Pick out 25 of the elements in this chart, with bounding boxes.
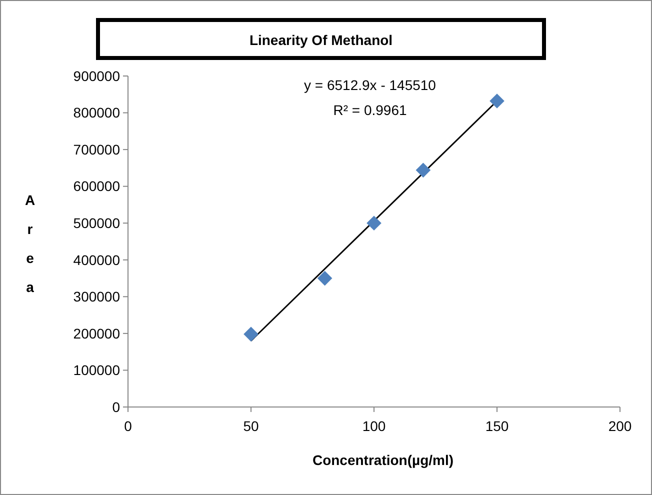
chart-title: Linearity Of Methanol bbox=[249, 32, 393, 48]
y-tick-label: 900000 bbox=[73, 68, 120, 84]
annotation: R² = 0.9961 bbox=[333, 102, 407, 118]
y-tick-label: 600000 bbox=[73, 178, 120, 194]
point bbox=[416, 162, 431, 178]
y-tick-label: 300000 bbox=[73, 288, 120, 305]
point bbox=[490, 94, 504, 108]
y-axis-title: Area bbox=[24, 192, 36, 295]
x-tick-label: 0 bbox=[124, 418, 132, 434]
y-tick-label: 100000 bbox=[73, 362, 120, 378]
y-tick-label: 700000 bbox=[73, 141, 120, 158]
y-tick-label: 500000 bbox=[73, 215, 120, 232]
x-tick-label: 150 bbox=[485, 418, 509, 434]
point bbox=[317, 270, 332, 286]
y-tick-label: 0 bbox=[112, 398, 120, 415]
y-tick-label: 200000 bbox=[73, 325, 120, 342]
y-tick-label: 800000 bbox=[73, 104, 120, 121]
x-axis-title: Concentration(µg/ml) bbox=[312, 452, 454, 468]
x-tick-label: 50 bbox=[243, 418, 259, 434]
annotation: y = 6512.9x - 145510 bbox=[304, 77, 436, 93]
x-tick-label: 100 bbox=[362, 418, 386, 434]
x-tick-label: 200 bbox=[608, 418, 632, 434]
point bbox=[244, 326, 258, 342]
point bbox=[366, 216, 382, 231]
y-tick-label: 400000 bbox=[73, 252, 120, 268]
